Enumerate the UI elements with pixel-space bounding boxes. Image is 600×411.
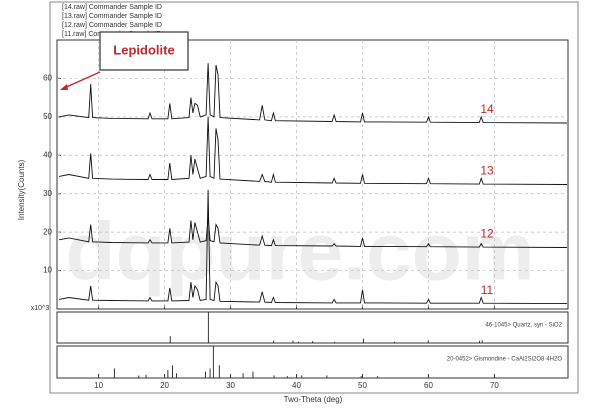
x-tick-label: 50 xyxy=(358,381,367,390)
series-label: 14 xyxy=(480,102,494,116)
series-label: 12 xyxy=(480,227,494,241)
y-tick-label: 40 xyxy=(43,150,52,159)
legend-entry: [13.raw] Commander Sample ID xyxy=(62,13,162,20)
annotation-box xyxy=(99,31,189,71)
x-tick-label: 20 xyxy=(160,381,169,390)
legend-entry: [14.raw] Commander Sample ID xyxy=(62,4,162,11)
watermark: dqpure.com xyxy=(65,207,534,298)
x-tick-label: 30 xyxy=(226,381,235,390)
x-tick-label: 60 xyxy=(424,381,433,390)
y-unit-label: x10^3 xyxy=(31,305,50,312)
legend-entry: [12.raw] Commander Sample ID xyxy=(62,22,162,29)
frame xyxy=(49,1,579,394)
x-tick-label: 10 xyxy=(94,381,103,390)
y-tick-label: 50 xyxy=(43,112,52,121)
y-axis-label: Intensity(Counts) xyxy=(17,159,26,220)
annotation: Lepidolite xyxy=(113,42,174,57)
y-tick-label: 60 xyxy=(43,74,52,83)
reference-panel xyxy=(56,345,569,379)
y-tick-label: 10 xyxy=(43,266,52,275)
series-label: 13 xyxy=(480,164,494,178)
series-line xyxy=(58,216,568,248)
x-tick-label: 40 xyxy=(292,381,301,390)
arrow-head xyxy=(60,84,68,90)
y-tick-label: 20 xyxy=(43,227,52,236)
series-label: 11 xyxy=(481,283,494,297)
annotation-arrow xyxy=(61,71,101,90)
x-tick-label: 70 xyxy=(490,381,499,390)
y-tick-label: 30 xyxy=(43,189,52,198)
series-line xyxy=(58,116,568,185)
series-line xyxy=(58,63,568,124)
x-axis-label: Two-Theta (deg) xyxy=(284,395,343,404)
reference-label: 20-0452> Gismondine - CaAl2Si2O8·4H2O xyxy=(447,357,563,363)
reference-label: 46-1045> Quartz, syn - SiO2 xyxy=(485,323,562,329)
series-line xyxy=(58,189,568,305)
plot-area xyxy=(56,39,569,310)
